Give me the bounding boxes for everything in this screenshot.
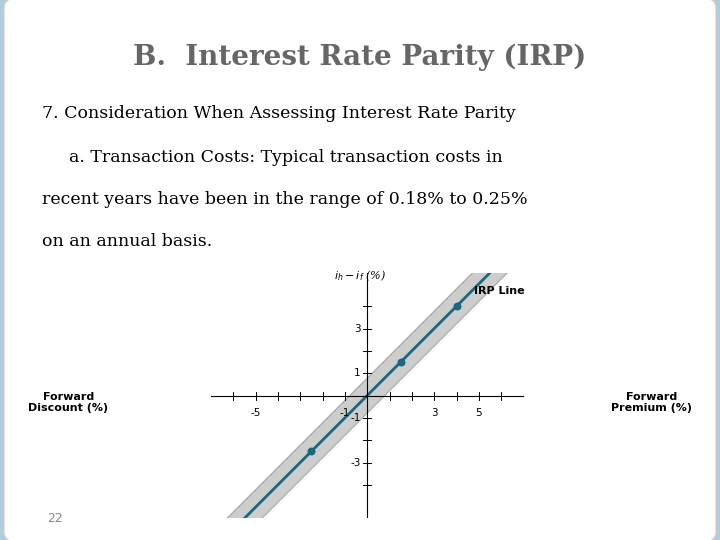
Text: 3: 3 xyxy=(354,323,361,334)
Text: on an annual basis.: on an annual basis. xyxy=(42,233,212,250)
FancyBboxPatch shape xyxy=(4,0,716,540)
Text: 3: 3 xyxy=(431,408,438,418)
Text: 5: 5 xyxy=(476,408,482,418)
Text: Forward
Premium (%): Forward Premium (%) xyxy=(611,392,692,413)
Text: Forward
Discount (%): Forward Discount (%) xyxy=(28,392,109,413)
Point xyxy=(451,302,462,310)
Text: a. Transaction Costs: Typical transaction costs in: a. Transaction Costs: Typical transactio… xyxy=(69,149,503,166)
Polygon shape xyxy=(213,242,521,540)
Text: 22: 22 xyxy=(48,512,63,525)
Text: -5: -5 xyxy=(251,408,261,418)
Point xyxy=(305,447,317,456)
Text: -3: -3 xyxy=(350,457,361,468)
Text: 7. Consideration When Assessing Interest Rate Parity: 7. Consideration When Assessing Interest… xyxy=(42,105,516,122)
Point xyxy=(395,357,407,366)
Text: -1: -1 xyxy=(350,413,361,423)
Text: IRP Line: IRP Line xyxy=(474,286,525,296)
Text: recent years have been in the range of 0.18% to 0.25%: recent years have been in the range of 0… xyxy=(42,191,528,208)
Text: B.  Interest Rate Parity (IRP): B. Interest Rate Parity (IRP) xyxy=(133,44,587,71)
Text: -1: -1 xyxy=(340,408,350,418)
Text: $i_h - i_f$ (%): $i_h - i_f$ (%) xyxy=(334,268,386,284)
Text: 1: 1 xyxy=(354,368,361,378)
